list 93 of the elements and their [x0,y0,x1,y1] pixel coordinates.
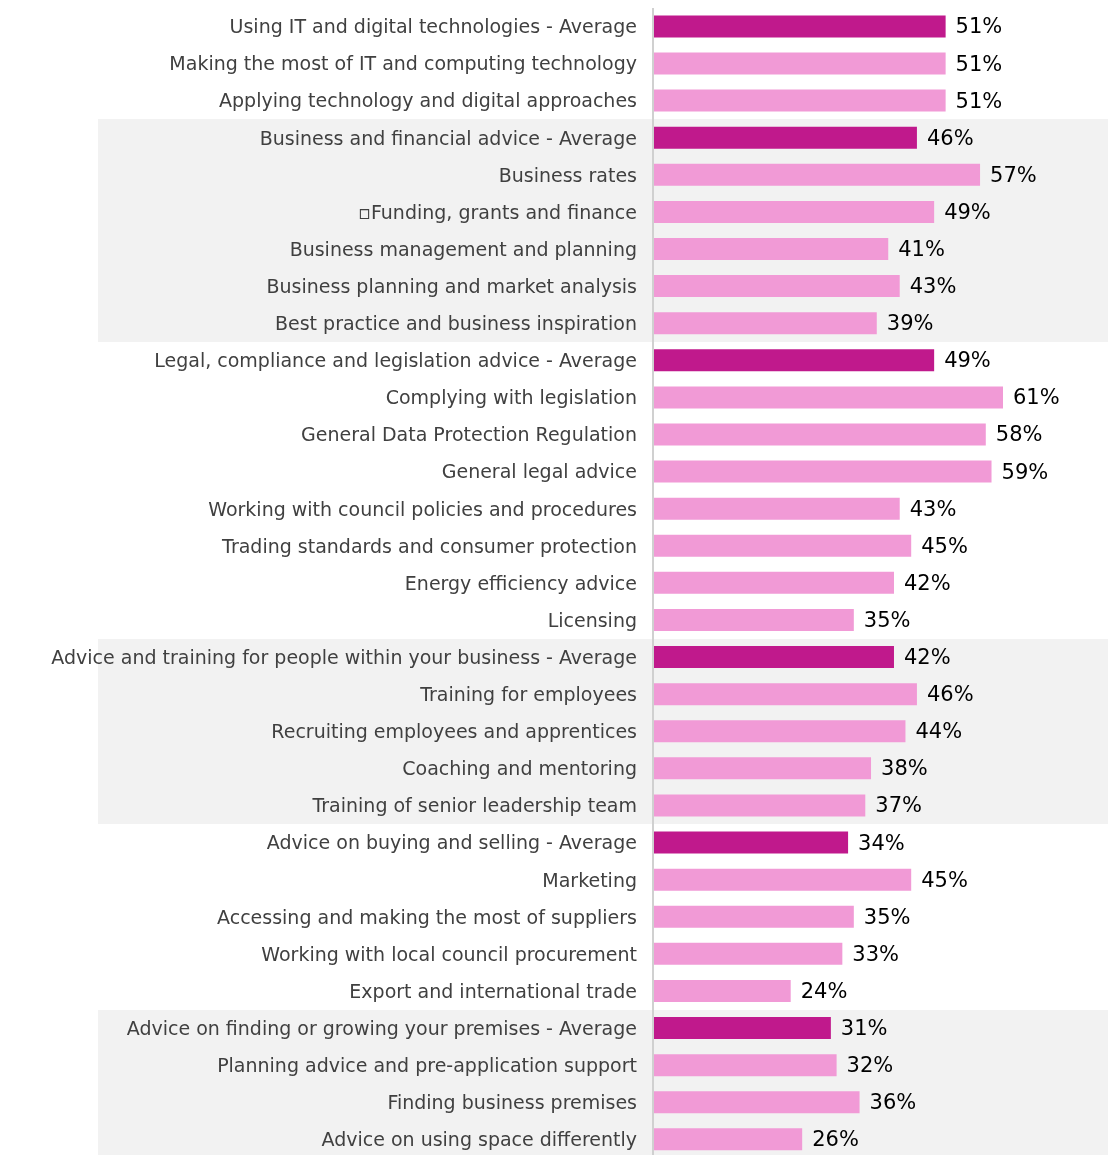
data-label: 26% [812,1127,859,1152]
data-label: 38% [881,756,928,781]
bar [653,497,900,520]
data-label: 41% [898,237,945,261]
data-label: 61% [1013,385,1060,410]
y-tick-label: Legal, compliance and legislation advice - Average [154,349,637,372]
data-label: 34% [858,830,905,855]
bar [653,831,849,854]
data-label: 59% [1001,459,1049,484]
bar [653,15,946,38]
data-label: 43% [909,496,957,521]
bar [653,163,981,186]
y-tick-label: Coaching and mentoring [402,757,637,780]
bar [653,386,1003,409]
y-tick-label: Best practice and business inspiration [274,312,637,335]
bar [653,52,946,75]
bar [653,534,912,557]
data-label: 37% [875,793,922,818]
bar [653,349,935,372]
data-label: 57% [990,162,1037,187]
y-tick-label: Marketing [542,868,637,891]
data-label: 51% [955,14,1003,39]
data-label: 32% [846,1053,894,1078]
y-tick-label: Trading standards and consumer protection [221,534,637,557]
data-label: 42% [903,570,951,595]
bar [653,1054,837,1077]
data-label: 51% [955,51,1003,76]
y-tick-label: ▫Funding, grants and finance [358,200,637,223]
bar [653,126,917,149]
y-tick-label: Making the most of IT and computing technology [169,52,637,75]
bar [653,312,877,335]
data-label: 51% [955,88,1003,113]
y-tick-label: General legal advice [441,460,637,483]
data-label: 49% [944,199,991,224]
bar [653,423,986,446]
y-tick-label: Training for employees [419,683,637,706]
y-tick-label: Working with council policies and procedures [208,497,637,520]
data-label: 43% [909,274,957,299]
y-tick-label: Advice on finding or growing your premises - Average [126,1016,637,1039]
bar [653,1128,803,1151]
data-label: 33% [852,941,900,966]
data-label: 42% [903,645,951,670]
y-tick-label: Advice on buying and selling - Average [266,831,637,854]
bar [653,905,854,928]
y-tick-label: Training of senior leadership team [311,794,637,817]
data-label: 58% [995,422,1043,447]
y-tick-label: Energy efficiency advice [404,571,637,594]
y-tick-label: Business rates [498,163,637,186]
bar [653,1091,860,1114]
y-tick-label: Complying with legislation [385,386,637,409]
bar [653,646,894,669]
y-tick-label: Applying technology and digital approaches [219,89,637,112]
data-label: 36% [869,1090,917,1115]
y-tick-label: Finding business premises [387,1091,637,1114]
bar [653,608,854,631]
data-label: 39% [886,311,934,336]
y-tick-label: Planning advice and pre-application support [217,1054,637,1076]
bar [653,979,791,1002]
y-tick-label: Business and financial advice - Average [259,126,637,149]
y-tick-label: Licensing [547,608,637,631]
bar [653,868,912,891]
bar [653,571,894,594]
bar [653,238,889,260]
y-tick-label: Working with local council procurement [261,942,637,965]
data-label: 31% [840,1016,888,1041]
bar [653,757,872,780]
bar [653,683,917,706]
bar [653,89,946,112]
data-label: 49% [944,348,991,373]
bar [653,942,843,965]
data-label: 44% [915,719,963,744]
y-tick-label: Advice on using space differently [321,1128,637,1151]
y-tick-label: Using IT and digital technologies - Average [229,15,637,38]
data-label: 46% [926,125,974,150]
bar [653,720,906,743]
y-tick-label: Export and international trade [349,979,637,1002]
bar [653,460,992,483]
data-label: 46% [926,682,974,707]
y-tick-label: Recruiting employees and apprentices [271,720,637,743]
y-tick-label: Advice and training for people within your business - Average [51,645,637,668]
data-label: 45% [921,533,968,558]
data-label: 35% [863,607,911,632]
data-label: 35% [863,904,911,929]
y-tick-label: General Data Protection Regulation [301,423,637,446]
bar [653,1017,831,1040]
data-label: 24% [800,978,848,1003]
y-tick-label: Business management and planning [289,237,637,260]
bar [653,200,935,223]
y-tick-label: Accessing and making the most of suppliers [217,905,637,928]
bar [653,794,866,817]
bar [653,275,900,298]
y-tick-label: Business planning and market analysis [266,274,637,297]
data-label: 45% [921,867,968,892]
